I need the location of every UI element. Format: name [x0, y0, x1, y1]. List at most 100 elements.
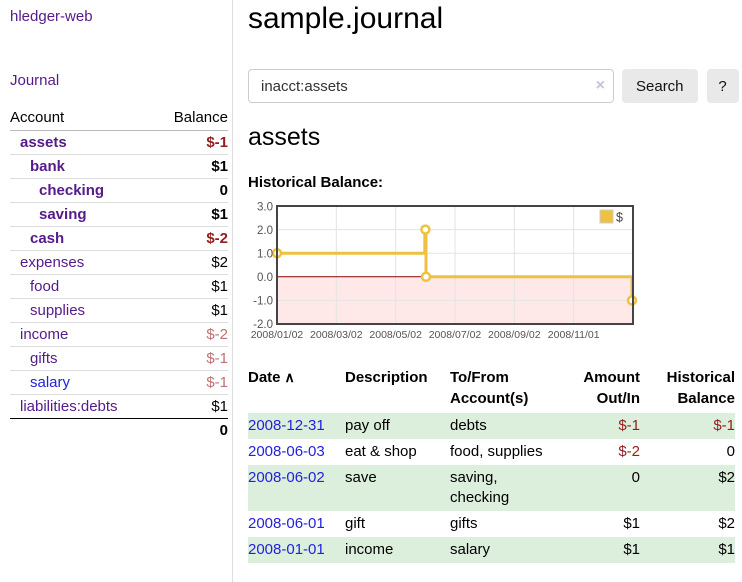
transaction-date-link[interactable]: 2008-06-03	[248, 443, 325, 460]
svg-text:-1.0: -1.0	[253, 296, 273, 308]
transaction-balance: $1	[718, 541, 735, 558]
account-link-liabilities-debts[interactable]: liabilities:debts	[20, 398, 118, 415]
svg-text:2008/01/02: 2008/01/02	[251, 329, 304, 341]
x-axis-labels: 2008/01/02 2008/03/02 2008/05/02 2008/07…	[251, 329, 600, 341]
account-balance: $-2	[154, 322, 228, 347]
account-balance: $1	[154, 274, 228, 299]
account-balance: $1	[154, 154, 228, 179]
account-balance: $-2	[154, 226, 228, 251]
transaction-accounts: saving, checking	[450, 469, 510, 506]
account-link-gifts[interactable]: gifts	[30, 350, 58, 367]
transaction-date-link[interactable]: 2008-01-01	[248, 541, 325, 558]
account-row: income $-2	[10, 322, 228, 347]
account-link-salary[interactable]: salary	[30, 374, 71, 391]
header-date[interactable]: Date ∧	[248, 369, 295, 386]
transaction-balance: $2	[718, 469, 735, 486]
transaction-amount: $1	[623, 515, 640, 532]
transaction-row: 2008-06-01 gift gifts $1 $2	[248, 511, 735, 537]
transaction-amount: $-1	[618, 417, 640, 434]
transaction-description: gift	[345, 515, 366, 532]
accounts-table: Account Balance assets $-1 bank $1 check…	[10, 106, 228, 442]
account-link-food[interactable]: food	[30, 278, 60, 295]
account-balance: $1	[154, 394, 228, 419]
svg-text:-2.0: -2.0	[253, 319, 273, 331]
account-balance: $1	[154, 298, 228, 323]
transaction-balance: 0	[726, 443, 735, 460]
clear-search-icon[interactable]: ×	[595, 77, 605, 94]
search-form: × Search ?	[248, 69, 739, 103]
transactions-header-row: Date ∧ Description To/From Account(s) Amou…	[248, 365, 735, 413]
transaction-accounts: gifts	[450, 515, 478, 532]
transaction-date-link[interactable]: 2008-12-31	[248, 417, 325, 434]
account-link-checking[interactable]: checking	[39, 182, 105, 199]
transaction-accounts: food, supplies	[450, 443, 543, 460]
transaction-description: income	[345, 541, 394, 558]
account-link-supplies[interactable]: supplies	[30, 302, 86, 319]
svg-text:2008/03/02: 2008/03/02	[310, 329, 363, 341]
account-row: saving $1	[10, 202, 228, 227]
account-balance: 0	[154, 178, 228, 203]
y-axis-labels: 3.0 2.0 1.0 0.0 -1.0 -2.0	[253, 202, 273, 332]
help-button[interactable]: ?	[706, 69, 739, 103]
accounts-header-account: Account	[10, 106, 155, 131]
transaction-row: 2008-06-03 eat & shop food, supplies $-2…	[248, 439, 735, 465]
account-row: gifts $-1	[10, 346, 228, 371]
transaction-amount: $-2	[618, 443, 640, 460]
sidebar-item-journal[interactable]: Journal	[10, 72, 60, 89]
transaction-description: eat & shop	[345, 443, 417, 460]
account-row: food $1	[10, 274, 228, 299]
search-button[interactable]: Search	[622, 69, 698, 103]
legend-label: $	[616, 211, 623, 225]
account-row: liabilities:debts $1	[10, 394, 228, 419]
account-row: supplies $1	[10, 298, 228, 323]
transaction-balance: $-1	[713, 417, 735, 434]
chart-legend: $	[599, 209, 623, 225]
transaction-date-link[interactable]: 2008-06-01	[248, 515, 325, 532]
plot-border	[276, 205, 634, 325]
account-link-income[interactable]: income	[20, 326, 69, 343]
page-title: sample.journal	[248, 2, 444, 35]
transaction-amount: 0	[631, 469, 640, 486]
account-link-assets[interactable]: assets	[20, 134, 67, 151]
transactions-table: Date ∧ Description To/From Account(s) Amou…	[248, 365, 735, 563]
transaction-row: 2008-06-02 save saving, checking 0 $2	[248, 465, 735, 511]
account-balance: $1	[154, 202, 228, 227]
transaction-row: 2008-12-31 pay off debts $-1 $-1	[248, 413, 735, 439]
accounts-total-row: 0	[10, 418, 228, 442]
transaction-amount: $1	[623, 541, 640, 558]
main-content: sample.journal × Search ? assets Histori…	[233, 0, 742, 582]
header-accounts: To/From Account(s)	[450, 369, 529, 407]
svg-text:2.0: 2.0	[257, 225, 273, 237]
accounts-total-value: 0	[154, 418, 228, 442]
svg-text:3.0: 3.0	[257, 202, 273, 214]
account-link-bank[interactable]: bank	[30, 158, 66, 175]
accounts-header-balance: Balance	[154, 106, 228, 131]
account-row: cash $-2	[10, 226, 228, 251]
account-row: checking 0	[10, 178, 228, 203]
header-balance: Historical Balance	[666, 369, 735, 407]
transaction-description: save	[345, 469, 377, 486]
account-balance: $2	[154, 250, 228, 275]
transaction-accounts: salary	[450, 541, 491, 558]
account-row: expenses $2	[10, 250, 228, 275]
svg-text:2008/11/01: 2008/11/01	[548, 329, 600, 341]
account-balance: $-1	[154, 346, 228, 371]
search-input[interactable]	[248, 69, 614, 103]
brand-link[interactable]: hledger-web	[10, 8, 93, 25]
transaction-accounts: debts	[450, 417, 487, 434]
account-balance: $-1	[154, 370, 228, 395]
transaction-balance: $2	[718, 515, 735, 532]
svg-text:0.0: 0.0	[257, 272, 273, 284]
account-row: salary $-1	[10, 370, 228, 395]
sidebar: hledger-web Journal Account Balance asse…	[0, 0, 233, 582]
account-row: assets $-1	[10, 130, 228, 155]
transaction-date-link[interactable]: 2008-06-02	[248, 469, 325, 486]
svg-text:2008/09/02: 2008/09/02	[488, 329, 541, 341]
account-link-cash[interactable]: cash	[30, 230, 65, 247]
account-heading: assets	[248, 123, 321, 151]
account-link-expenses[interactable]: expenses	[20, 254, 85, 271]
chart-title: Historical Balance:	[248, 174, 384, 191]
account-link-saving[interactable]: saving	[39, 206, 87, 223]
legend-swatch	[599, 209, 614, 224]
